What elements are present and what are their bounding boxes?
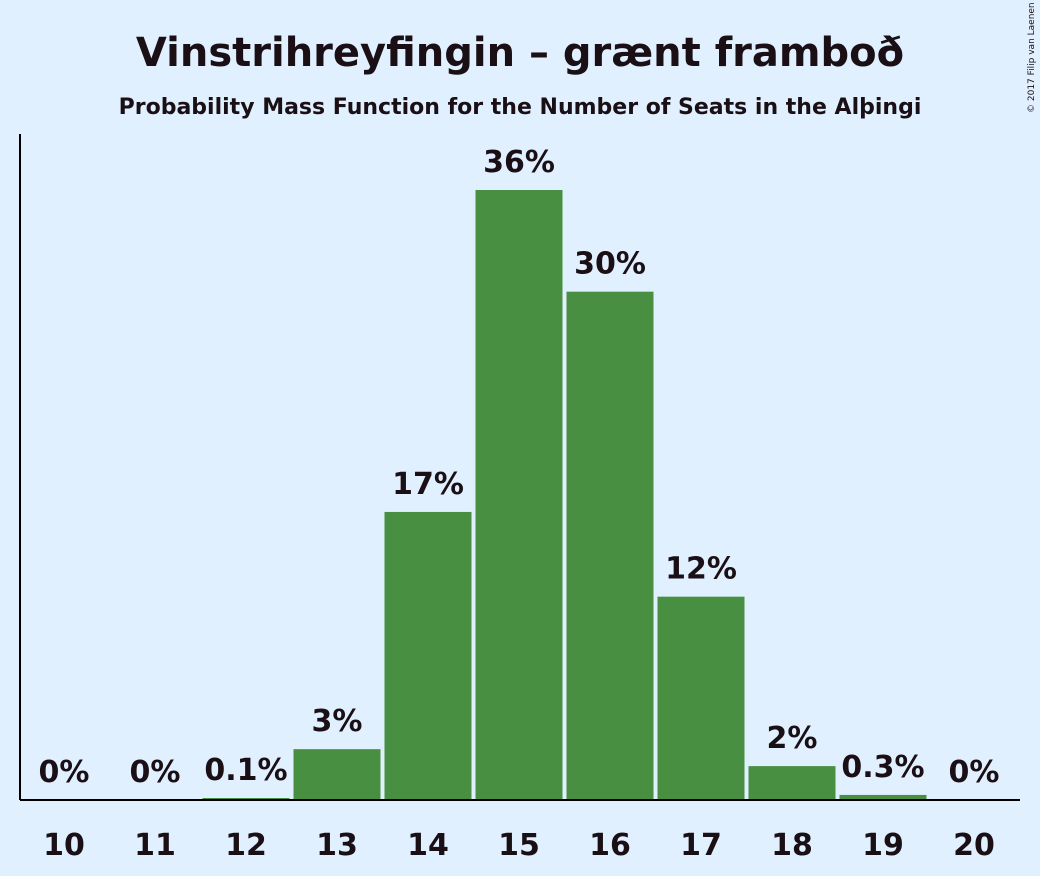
- data-label-13: 3%: [312, 704, 363, 739]
- x-tick-label-13: 13: [316, 828, 358, 863]
- data-label-15: 36%: [483, 145, 555, 180]
- x-tick-label-14: 14: [407, 828, 449, 863]
- bar-13: [293, 749, 381, 800]
- x-tick-label-15: 15: [498, 828, 540, 863]
- bar-19: [839, 794, 927, 800]
- bar-15: [475, 190, 563, 800]
- x-tick-label-12: 12: [225, 828, 267, 863]
- copyright-notice: © 2017 Filip van Laenen: [1027, 2, 1037, 113]
- x-tick-label-17: 17: [680, 828, 722, 863]
- data-label-19: 0.3%: [841, 750, 924, 785]
- x-tick-label-11: 11: [134, 828, 176, 863]
- chart-subtitle: Probability Mass Function for the Number…: [119, 95, 922, 120]
- data-label-14: 17%: [392, 467, 464, 502]
- chart-title: Vinstrihreyfingin – grænt framboð: [136, 30, 904, 76]
- bar-group: [202, 190, 927, 800]
- x-tick-label-16: 16: [589, 828, 631, 863]
- bar-18: [748, 766, 836, 800]
- data-label-20: 0%: [949, 755, 1000, 790]
- bar-14: [384, 511, 472, 800]
- x-tick-label-19: 19: [862, 828, 904, 863]
- data-label-group: 0% 0% 0.1% 3% 17% 36% 30% 12% 2% 0.3% 0%: [39, 145, 1000, 790]
- data-label-16: 30%: [574, 247, 646, 282]
- x-tick-label-10: 10: [43, 828, 85, 863]
- data-label-11: 0%: [130, 755, 181, 790]
- x-tick-label-18: 18: [771, 828, 813, 863]
- bar-16: [566, 291, 654, 800]
- data-label-17: 12%: [665, 552, 737, 587]
- data-label-18: 2%: [767, 721, 818, 756]
- bar-17: [657, 596, 745, 800]
- x-tick-label-group: 10 11 12 13 14 15 16 17 18 19 20: [43, 828, 995, 863]
- x-tick-label-20: 20: [953, 828, 995, 863]
- data-label-12: 0.1%: [204, 753, 287, 788]
- data-label-10: 0%: [39, 755, 90, 790]
